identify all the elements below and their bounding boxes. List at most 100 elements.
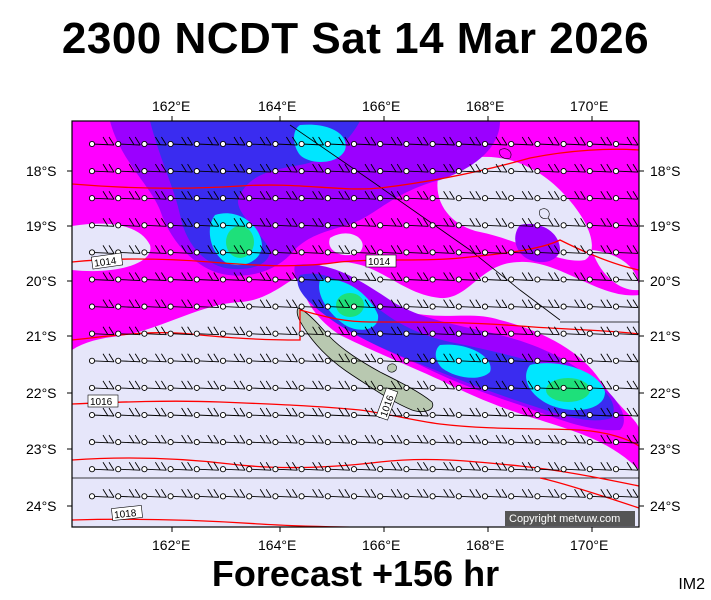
wind-barb <box>196 407 220 417</box>
wind-barb <box>170 190 193 200</box>
lon-label-bottom: 166°E <box>362 537 400 553</box>
wind-barb <box>249 190 272 200</box>
wind-barb-station <box>429 330 436 337</box>
wind-barb-station <box>141 493 148 500</box>
wind-barb <box>196 163 220 173</box>
wind-barb-station <box>141 330 148 337</box>
wind-barb-station <box>88 493 96 500</box>
wind-barb <box>406 245 429 254</box>
wind-barb-station <box>508 303 515 310</box>
wind-barb <box>458 326 482 336</box>
wind-barb-station <box>481 249 489 256</box>
wind-barb-station <box>560 140 567 148</box>
wind-barb-station <box>324 330 331 337</box>
wind-barb <box>353 461 377 471</box>
wind-barb-station <box>612 222 620 229</box>
wind-barb-station <box>193 330 200 337</box>
wind-barb-station <box>219 303 227 310</box>
wind-barb-station <box>403 195 410 202</box>
wind-barb <box>170 407 193 417</box>
lon-label-bottom: 170°E <box>570 537 608 553</box>
wind-barb <box>275 163 298 173</box>
wind-barb-station <box>481 330 489 337</box>
wind-barb-station <box>272 466 279 473</box>
wind-barb <box>589 218 613 227</box>
wind-barb <box>249 407 272 417</box>
wind-barb-station <box>219 168 227 175</box>
wind-barb-station <box>481 493 489 500</box>
wind-barb <box>432 163 455 173</box>
wind-barb-station <box>350 303 358 310</box>
wind-barb-station <box>481 411 489 419</box>
wind-barb <box>249 245 272 254</box>
wind-barb <box>301 461 324 471</box>
wind-barb-station <box>167 222 174 229</box>
wind-barb-station <box>534 493 541 500</box>
wind-barb-station <box>403 330 410 337</box>
wind-barb-station <box>560 222 567 229</box>
wind-barb <box>353 272 377 281</box>
wind-barb <box>327 245 351 254</box>
wind-barb-station <box>586 384 593 391</box>
wind-barb <box>589 407 613 417</box>
wind-barb-station <box>324 439 331 446</box>
wind-barb <box>406 461 429 471</box>
wind-barb-station <box>298 222 305 229</box>
wind-barb-station <box>88 276 96 283</box>
wind-barb <box>301 489 324 498</box>
wind-barb-station <box>586 168 593 175</box>
wind-barb-station <box>298 303 305 310</box>
wind-barb-station <box>481 466 489 473</box>
wind-barb-station <box>115 140 122 148</box>
wind-barb-station <box>560 357 567 364</box>
wind-barb <box>589 136 613 146</box>
wind-barb <box>91 380 115 390</box>
wind-barb-station <box>534 411 541 419</box>
wind-barb <box>222 434 246 444</box>
wind-barb <box>301 272 324 281</box>
wind-barb-station <box>560 466 567 473</box>
wind-barb-station <box>508 140 515 148</box>
wind-barb-station <box>219 439 227 446</box>
wind-barb <box>615 299 639 309</box>
wind-barb <box>615 163 639 173</box>
wind-barb <box>222 190 246 200</box>
wind-barb-station <box>455 357 462 364</box>
wind-barb-station <box>586 140 593 148</box>
svg-text:1016: 1016 <box>90 397 113 408</box>
wind-barb-station <box>377 195 384 202</box>
wind-barb-station <box>141 411 148 419</box>
wind-barb <box>432 299 455 309</box>
wind-barb <box>327 218 351 227</box>
lat-label-left: 19°S <box>26 218 57 234</box>
wind-barb <box>275 136 298 146</box>
wind-barb-station <box>481 222 489 229</box>
wind-barb-station <box>612 439 620 446</box>
wind-barb <box>589 434 613 444</box>
wind-barb-station <box>429 140 436 148</box>
wind-barb-station <box>403 384 410 391</box>
wind-barb <box>563 380 586 390</box>
wind-barb-station <box>324 493 331 500</box>
wind-barb <box>615 190 639 200</box>
wind-barb <box>458 353 482 363</box>
wind-barb <box>458 190 482 200</box>
wind-barb <box>301 299 324 309</box>
wind-barb <box>275 380 298 390</box>
wind-barb <box>275 190 298 200</box>
wind-barb <box>118 190 141 200</box>
wind-barb-station <box>193 222 200 229</box>
lat-label-left: 24°S <box>26 498 57 514</box>
wind-barb-station <box>167 276 174 283</box>
wind-barb <box>196 326 220 336</box>
wind-barb-station <box>167 303 174 310</box>
wind-barb <box>275 299 298 309</box>
wind-barb-station <box>481 303 489 310</box>
wind-barb-station <box>481 195 489 202</box>
wind-barb-station <box>455 249 462 256</box>
wind-barb <box>563 136 586 146</box>
wind-barb <box>432 218 455 227</box>
wind-barb <box>511 190 534 200</box>
wind-barb-station <box>88 249 96 256</box>
wind-barb-station <box>272 276 279 283</box>
